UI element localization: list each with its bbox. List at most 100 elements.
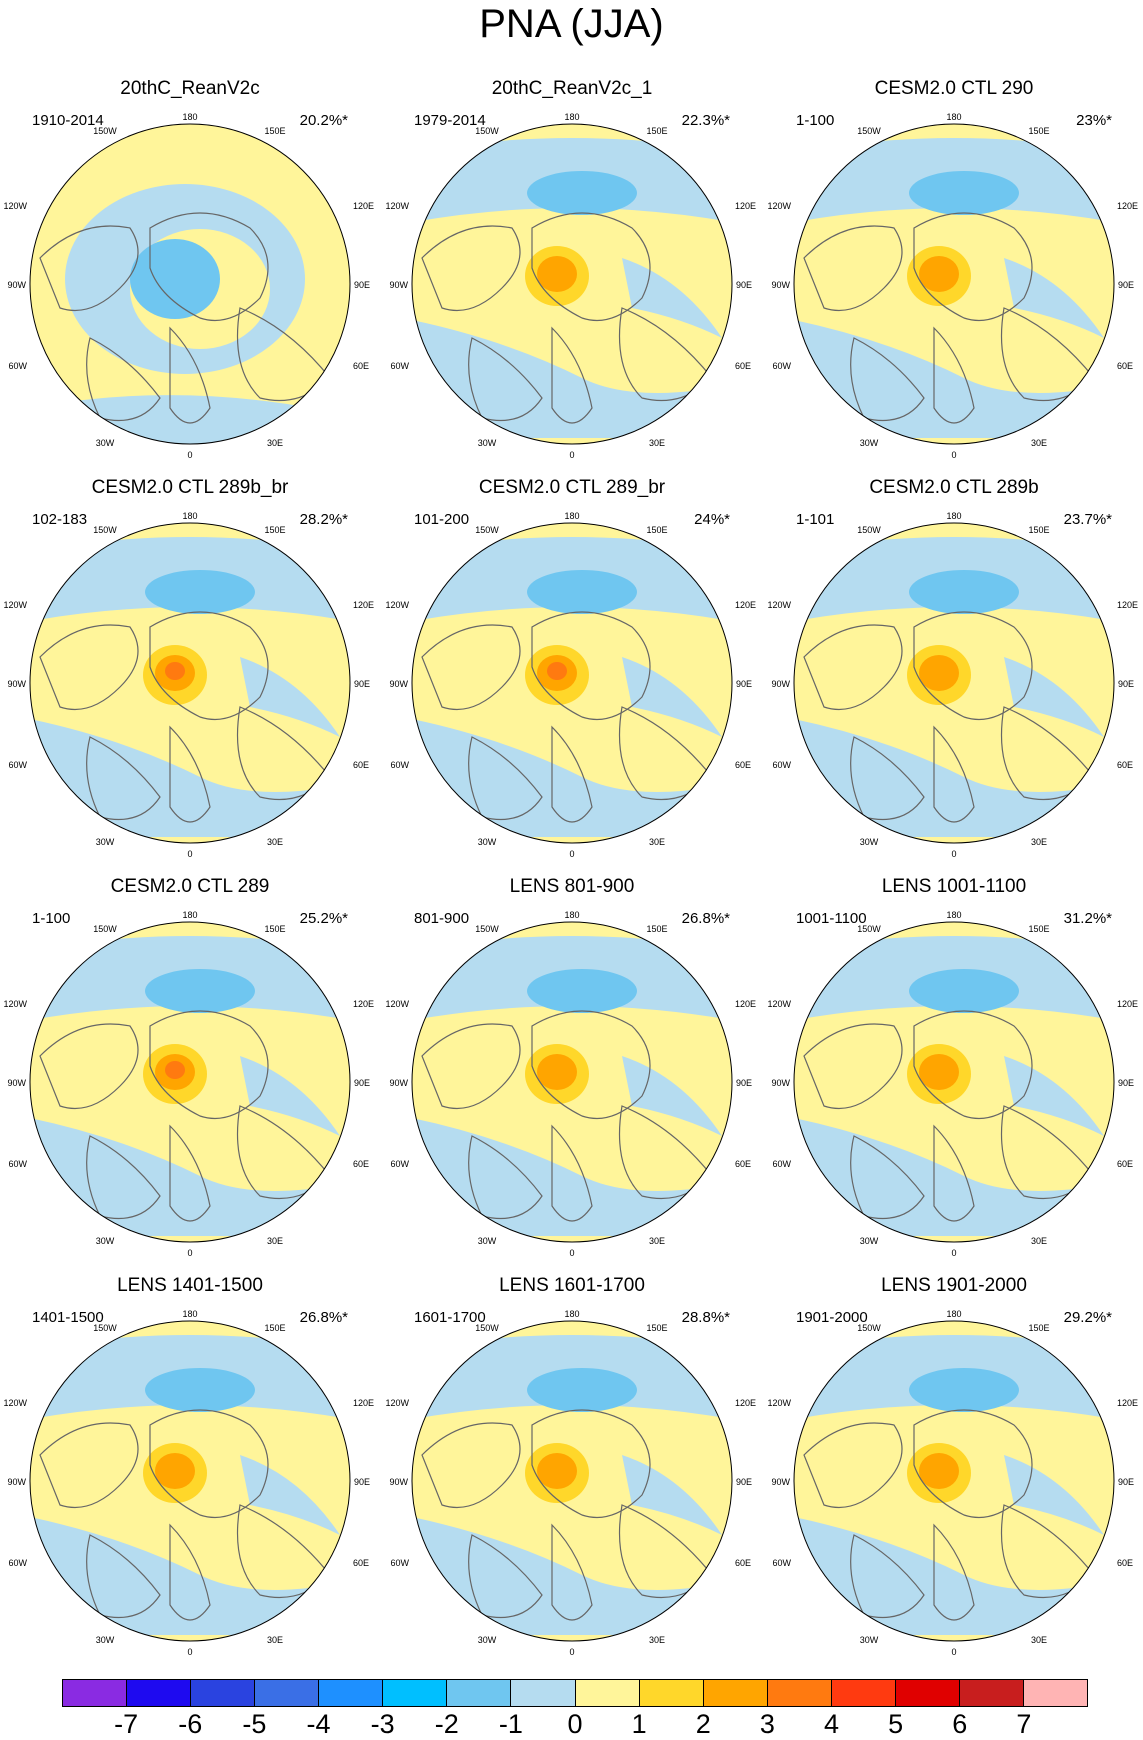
grid-label-top: 180 <box>564 511 579 521</box>
coastline <box>551 1124 593 1222</box>
grid-label-left-lower: 60W <box>772 760 791 770</box>
colorbar-label: 6 <box>952 1709 968 1739</box>
field-negative-core <box>145 969 255 1013</box>
map-boundary <box>793 123 1115 445</box>
field-negative-core <box>527 969 637 1013</box>
field-negative <box>1004 258 1104 338</box>
grid-label-upper-left: 150W <box>857 924 881 934</box>
grid-label-left-upper: 120W <box>3 600 27 610</box>
grid-label-upper-right: 150E <box>646 1323 667 1333</box>
map-panel: 180 0 150W 150E 120W 120E 90W 90E 60W 60E 30W 30E LE… <box>382 1275 762 1670</box>
map-panel: 180 0 150W 150E 120W 120E 90W 90E 60W 60E 30W 30E CE… <box>764 78 1143 473</box>
coastline <box>236 1105 331 1200</box>
grid-label-lower-left: 30W <box>860 438 879 448</box>
grid-label-right: 90E <box>354 679 370 689</box>
coastline <box>468 1135 543 1220</box>
grid-label-bottom: 0 <box>187 849 192 859</box>
grid-label-right: 90E <box>1118 280 1134 290</box>
map-panel: 180 0 150W 150E 120W 120E 90W 90E 60W 60E 30W 30E CE… <box>764 477 1143 872</box>
coastline <box>169 725 211 823</box>
grid-label-upper-right: 150E <box>1028 126 1049 136</box>
coastline <box>149 1010 269 1120</box>
field-positive-2 <box>537 1453 577 1489</box>
coastline <box>850 1135 925 1220</box>
grid-label-upper-left: 150W <box>93 126 117 136</box>
grid-label-right: 90E <box>736 1477 752 1487</box>
colorbar-box <box>575 1680 640 1706</box>
coastline <box>531 212 651 322</box>
field-negative <box>240 1056 340 1136</box>
coastline <box>39 1023 139 1110</box>
panel-variance: 23%* <box>1076 112 1112 129</box>
map-panel: 180 0 150W 150E 120W 120E 90W 90E 60W 60E 30W 30E 20… <box>382 78 762 473</box>
grid-label-right-lower: 60E <box>1117 361 1133 371</box>
colorbar-boxes <box>62 1679 1088 1707</box>
polar-map: 180 0 150W 150E 120W 120E 90W 90E 60W 60E 30W 30E <box>3 910 374 1258</box>
grid-label-lower-left: 30W <box>96 1635 115 1645</box>
colorbar-box <box>191 1680 256 1706</box>
polar-map: 180 0 150W 150E 120W 120E 90W 90E 60W 60E 30W 30E <box>767 1309 1138 1657</box>
field-negative <box>412 1116 732 1236</box>
panel-title: 20thC_ReanV2c <box>120 78 260 99</box>
colorbar-box <box>1023 1680 1087 1706</box>
colorbar-box <box>831 1680 896 1706</box>
field-negative <box>622 258 722 338</box>
grid-label-left-lower: 60W <box>390 1159 409 1169</box>
polar-map: 180 0 150W 150E 120W 120E 90W 90E 60W 60E 30W 30E <box>3 1309 374 1657</box>
field-positive-2 <box>919 1054 959 1090</box>
grid-label-top: 180 <box>182 511 197 521</box>
panel-period: 1-100 <box>796 112 835 129</box>
polar-map: 180 0 150W 150E 120W 120E 90W 90E 60W 60E 30W 30E <box>385 1309 756 1657</box>
colorbar-label: -6 <box>178 1709 203 1739</box>
field-negative-core <box>527 570 637 614</box>
coastline <box>1001 1504 1095 1599</box>
map-boundary <box>411 123 733 445</box>
field-negative <box>794 717 1114 837</box>
grid-label-upper-right: 150E <box>264 924 285 934</box>
panel-period: 1-100 <box>32 910 71 927</box>
coastline <box>169 1124 211 1222</box>
map-boundary <box>29 123 351 445</box>
colorbar-label: 4 <box>823 1709 840 1739</box>
grid-label-lower-right: 30E <box>267 837 283 847</box>
grid-label-top: 180 <box>564 1309 579 1319</box>
coastline <box>850 1534 925 1619</box>
colorbar-label: 3 <box>759 1709 775 1739</box>
field-negative <box>622 1455 722 1535</box>
grid-label-right: 90E <box>354 1477 370 1487</box>
coastline <box>39 225 139 312</box>
coastline <box>619 307 713 402</box>
grid-label-lower-left: 30W <box>478 837 497 847</box>
grid-label-upper-right: 150E <box>1028 924 1049 934</box>
grid-label-upper-left: 150W <box>857 525 881 535</box>
grid-label-right-lower: 60E <box>353 760 369 770</box>
field-negative <box>240 1455 340 1535</box>
coastline <box>149 611 269 721</box>
grid-label-left-lower: 60W <box>390 1558 409 1568</box>
grid-label-lower-right: 30E <box>649 438 665 448</box>
grid-label-lower-right: 30E <box>1031 438 1047 448</box>
colorbar-box <box>127 1680 192 1706</box>
grid-label-bottom: 0 <box>569 849 574 859</box>
panel-title: CESM2.0 CTL 289b_br <box>91 477 289 498</box>
grid-label-left-upper: 120W <box>385 999 409 1009</box>
colorbar-box <box>511 1680 576 1706</box>
grid-label-upper-right: 150E <box>264 1323 285 1333</box>
grid-label-upper-left: 150W <box>857 126 881 136</box>
grid-label-right: 90E <box>736 679 752 689</box>
grid-label-bottom: 0 <box>187 450 192 460</box>
polar-map: 180 0 150W 150E 120W 120E 90W 90E 60W 60E 30W 30E <box>385 112 756 460</box>
grid-label-upper-right: 150E <box>1028 525 1049 535</box>
panel-period: 1910-2014 <box>32 112 104 129</box>
grid-label-left-upper: 120W <box>385 201 409 211</box>
grid-label-right: 90E <box>354 280 370 290</box>
coastline <box>803 1422 903 1509</box>
coastline <box>468 736 543 821</box>
coastline <box>1001 307 1095 402</box>
grid-label-lower-left: 30W <box>860 1635 879 1645</box>
coastline <box>236 706 331 801</box>
field-negative-core <box>145 1368 255 1412</box>
field-negative-core <box>909 171 1019 215</box>
grid-label-right-upper: 120E <box>353 1398 374 1408</box>
panel-variance: 29.2%* <box>1063 1309 1112 1326</box>
